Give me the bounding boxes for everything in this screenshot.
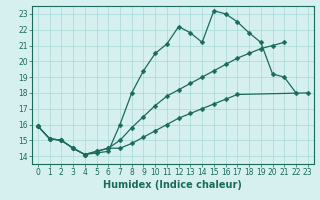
X-axis label: Humidex (Indice chaleur): Humidex (Indice chaleur) — [103, 180, 242, 190]
